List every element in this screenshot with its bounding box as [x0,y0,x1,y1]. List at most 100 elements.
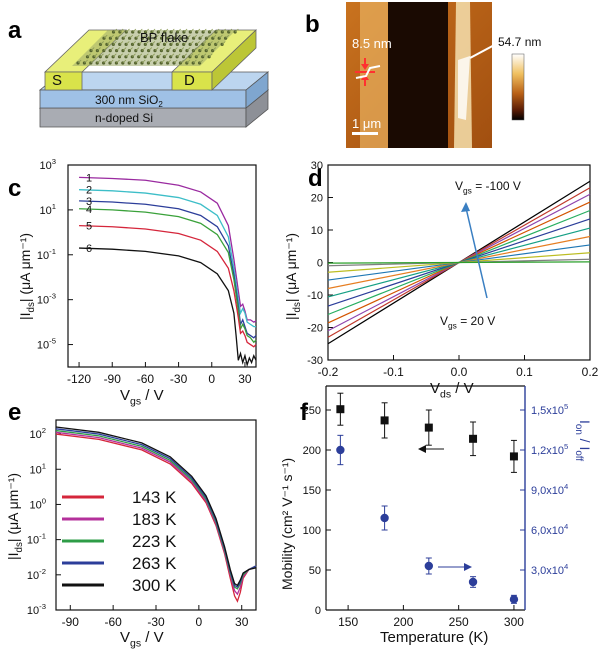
bp-bond [154,47,159,51]
bp-bond [218,34,223,39]
bp-bond [141,59,146,64]
y-tick-label: 10-2 [27,567,46,582]
series-line-1 [79,176,257,323]
arrow-left-icon [418,445,426,453]
bp-bond [125,41,130,45]
bp-bond [208,53,213,58]
mobility-point [424,423,433,432]
source-label: S [52,72,62,89]
bp-bond [138,41,143,45]
bp-bond [186,34,191,39]
series-label: 4 [86,204,92,216]
bp-bond [190,28,194,33]
bp-bond [100,41,104,45]
bp-bond [225,34,230,39]
bp-bond [173,59,178,64]
x-tick-label: -60 [104,615,122,629]
x-tick-label: -30 [170,372,188,386]
bp-bond [122,34,127,39]
bp-bond [192,59,197,64]
bp-bond [112,53,117,58]
y-tick-label: 102 [29,426,46,441]
y-axis-label-left: Mobility (cm² V⁻¹ s⁻¹) [279,458,295,590]
annotation-bottom: Vgs = 20 V [440,314,495,331]
y-tick-label: 30 [311,160,323,172]
bp-bond [132,41,136,45]
bp-bond [193,34,198,39]
bp-bond [109,59,114,64]
output-curves-plot: -0.2 -0.1 0.0 0.1 0.2 -30 -20 -10 0 10 20 30 Vgs = -… [283,160,599,401]
bp-bond [212,47,217,51]
bp-bond [138,28,143,33]
bp-bond [96,59,101,64]
drain-label: D [184,72,195,89]
source-electrode [44,71,83,91]
y-axis-label: |Ids| (μA μm⁻¹) [17,233,37,320]
bp-bond [180,47,185,51]
y-axis-label-right: Ion / Ioff [573,420,593,461]
y-tick-label-left: 150 [303,485,321,497]
bp-bond [158,28,162,33]
bp-bond [142,34,146,39]
y-tick-label: 10-3 [27,602,46,617]
y-tick-label: 10-3 [37,292,56,307]
bp-bond [103,34,108,39]
bp-bond [103,47,108,51]
x-tick-label: -60 [137,372,155,386]
legend-label: 183 K [132,510,177,529]
x-tick-label: 250 [449,615,469,629]
y-tick-label: 10 [311,225,323,237]
x-axis-label: Vds / V [430,380,474,401]
bp-bond [186,59,191,64]
arrow-up-icon [461,202,470,212]
series-label: 6 [86,243,92,255]
series-line-5 [79,224,257,348]
bp-bond [183,41,188,45]
bp-bond [193,47,197,51]
y-tick-label: 100 [29,496,46,511]
bp-bond [189,53,194,58]
y-tick-label-right: 3,0x104 [531,562,569,577]
bp-bond [119,41,124,45]
bp-bond [119,53,123,58]
y-tick-label-right: 6,0x104 [531,522,569,537]
bp-bond [135,59,140,64]
panel-letter-d: d [308,165,323,192]
drain-electrode-side [211,29,257,91]
y-tick-label: 10-1 [27,532,46,547]
bp-bond [113,41,117,45]
legend-label: 143 K [132,488,177,507]
afm-image: 8.5 nm 1 μm 54.7 nm [346,2,541,148]
bp-bond [138,53,143,58]
bp-bond [170,41,175,45]
bp-bond [209,41,213,45]
x-tick-label: 0.2 [582,365,599,379]
bp-bond [234,28,239,33]
y-tick-label: 0 [317,258,323,270]
substrate-label: n-doped Si [95,111,153,125]
bp-bond [180,34,185,39]
y-axis-label: |Ids| (μA μm⁻¹) [283,233,303,320]
bp-bond [151,53,155,58]
onoff-point [336,445,345,455]
bp-bond [113,28,117,33]
bp-bond [135,47,140,51]
bp-bond [148,59,152,64]
bp-bond [202,41,207,45]
bp-bond [212,34,217,39]
y-tick-label-left: 250 [303,405,321,417]
y-tick-label: 103 [39,157,56,172]
y-tick-label: -30 [307,355,323,367]
y-tick-label-right: 1,5x105 [531,402,568,417]
bp-bond [164,28,169,33]
y-tick-label-right: 1,2x105 [531,442,568,457]
bp-bond [160,59,165,64]
x-tick-label: -90 [104,372,122,386]
x-tick-label: 0 [196,615,203,629]
bp-bond [141,47,146,51]
bp-bond [148,47,153,51]
bp-bond [206,34,210,39]
bp-bond [209,28,213,33]
x-tick-label: -120 [67,372,91,386]
